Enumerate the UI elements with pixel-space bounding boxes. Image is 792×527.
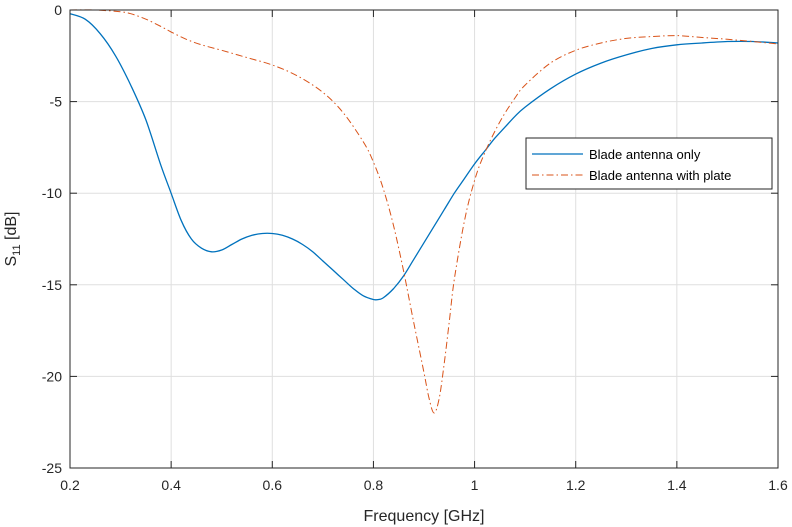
y-axis-label-unit: [dB] [3, 212, 20, 245]
tick-group [69, 9, 779, 469]
y-tick-label: -15 [42, 277, 62, 293]
y-tick-label: -10 [42, 185, 62, 201]
x-tick-label: 0.6 [263, 477, 283, 493]
series-line-blade-only [69, 13, 779, 301]
y-axis-label: S11 [dB] [3, 212, 23, 267]
x-axis-label: Frequency [GHz] [364, 508, 485, 525]
y-axis-label-subscript: 11 [11, 244, 23, 255]
plot-area [70, 10, 778, 468]
x-tick-label: 1.4 [667, 477, 687, 493]
x-tick-label: 0.4 [161, 477, 181, 493]
series-group [69, 9, 779, 414]
series-line-blade-with-plate [69, 9, 779, 414]
tick-label-group: 0.2 0.4 0.6 0.8 1 1.2 1.4 1.6 -25 -20 -15 -10 -5 0 [42, 2, 788, 493]
x-tick-label: 0.2 [60, 477, 80, 493]
y-axis-label-main: S [3, 256, 20, 267]
y-tick-label: 0 [54, 2, 62, 18]
x-tick-label: 1.6 [768, 477, 788, 493]
y-tick-label: -5 [50, 94, 63, 110]
x-tick-label: 1.2 [566, 477, 586, 493]
legend: Blade antenna only Blade antenna with pl… [525, 137, 773, 190]
plot-frame [69, 9, 779, 469]
legend-box [525, 137, 773, 190]
y-tick-label: -25 [42, 460, 62, 476]
y-tick-label: -20 [42, 368, 62, 384]
x-tick-label: 0.8 [364, 477, 384, 493]
x-tick-label: 1 [471, 477, 479, 493]
legend-label-blade-only: Blade antenna only [589, 147, 701, 162]
legend-label-blade-with-plate: Blade antenna with plate [589, 168, 731, 183]
